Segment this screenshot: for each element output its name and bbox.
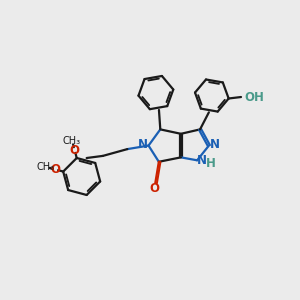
Text: OH: OH (245, 91, 265, 103)
Text: N: N (210, 138, 220, 151)
Text: CH₃: CH₃ (63, 136, 81, 146)
Text: CH₃: CH₃ (37, 162, 55, 172)
Text: O: O (70, 143, 80, 157)
Text: H: H (206, 157, 216, 170)
Text: O: O (149, 182, 159, 195)
Text: O: O (50, 163, 60, 176)
Text: N: N (196, 154, 206, 167)
Text: N: N (138, 139, 148, 152)
